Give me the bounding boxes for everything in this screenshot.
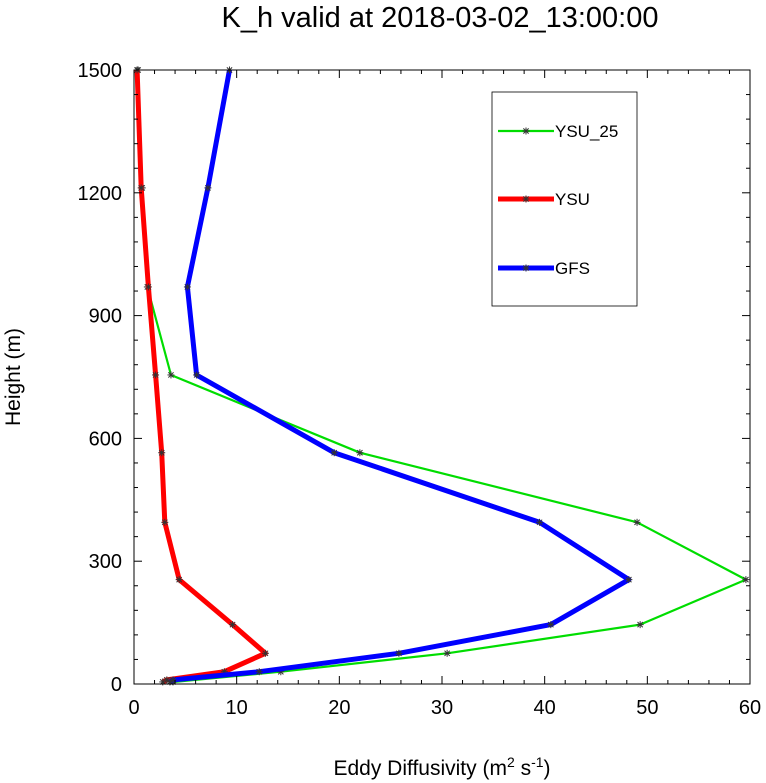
data-point-ysu (261, 649, 269, 657)
y-tick-label: 0 (111, 674, 122, 696)
data-point-gfs (625, 576, 633, 584)
legend-label-ysu-25: YSU_25 (555, 122, 618, 141)
legend-label-gfs: GFS (555, 259, 590, 278)
y-tick-label: 600 (89, 428, 122, 450)
series-line-ysu (134, 69, 268, 685)
data-point-gfs (536, 518, 544, 526)
data-point-ysu (158, 449, 166, 457)
y-tick-label: 1200 (78, 183, 123, 205)
data-point-ysu-25 (633, 518, 641, 526)
y-tick-label: 300 (89, 551, 122, 573)
plot-area (133, 66, 750, 686)
data-point-ysu (161, 518, 169, 526)
data-point-ysu (144, 283, 152, 291)
data-point-gfs (204, 184, 212, 192)
legend: YSU_25 YSU GFS (491, 91, 638, 307)
data-point-ysu-25 (742, 576, 750, 584)
data-point-ysu-25 (167, 371, 175, 379)
y-tick-label: 1500 (78, 60, 123, 82)
series-line-ysu-25 (137, 69, 748, 684)
x-tick-label: 50 (636, 697, 658, 719)
series-line-gfs (168, 69, 632, 685)
legend-marker-ysu-25 (522, 127, 530, 135)
x-tick-label: 20 (328, 697, 350, 719)
data-point-gfs (330, 449, 338, 457)
x-tick-label: 60 (739, 697, 761, 719)
x-tick-label: 30 (431, 697, 453, 719)
chart-title: K_h valid at 2018-03-02_13:00:00 (222, 2, 659, 34)
data-point-ysu-25 (356, 449, 364, 457)
x-tick-label: 40 (534, 697, 556, 719)
data-point-gfs (395, 649, 403, 657)
legend-marker-ysu (522, 195, 530, 203)
y-tick-label: 900 (89, 306, 122, 328)
x-tick-label: 0 (128, 697, 139, 719)
legend-label-ysu: YSU (555, 190, 590, 209)
x-tick-label: 10 (226, 697, 248, 719)
legend-marker-gfs (522, 264, 530, 272)
y-axis-label: Height (m) (2, 328, 25, 426)
data-point-ysu-25 (636, 621, 644, 629)
data-point-gfs (547, 621, 555, 629)
data-point-gfs (183, 283, 191, 291)
data-point-ysu (137, 184, 145, 192)
data-point-ysu (152, 371, 160, 379)
data-point-gfs (193, 371, 201, 379)
data-point-gfs (255, 668, 263, 676)
data-point-ysu-25 (443, 649, 451, 657)
data-point-ysu (175, 576, 183, 584)
plot-frame (133, 69, 751, 685)
data-point-ysu (229, 621, 237, 629)
x-axis-label: Eddy Diffusivity (m2 s-1) (333, 754, 550, 780)
